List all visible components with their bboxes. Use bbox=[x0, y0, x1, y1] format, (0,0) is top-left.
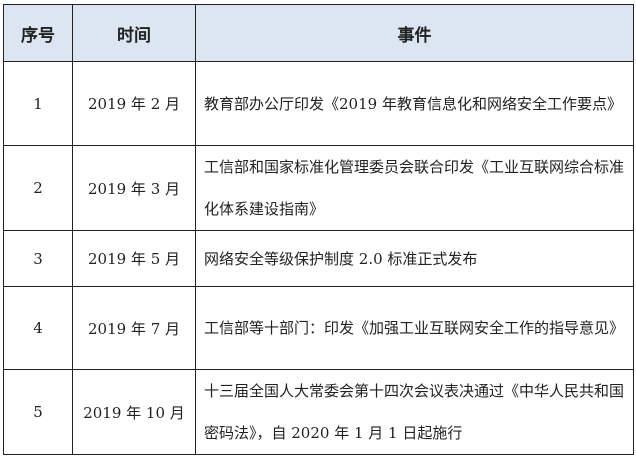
table-row: 4 2019 年 7 月工信部等十部门：印发《加强工业互联网安全工作的指导意见》 bbox=[3, 286, 634, 370]
events-table: 序号 时间 事件 1 2019 年 2 月教育部办公厅印发《2019 年教育信息化… bbox=[3, 4, 634, 455]
row-number: 5 bbox=[3, 369, 73, 455]
table-row: 1 2019 年 2 月教育部办公厅印发《2019 年教育信息化和网络安全工作要点… bbox=[3, 61, 634, 146]
row-event: 十三届全国人大常委会第十四次会议表决通过《中华人民共和国密码法》，自 2020 … bbox=[195, 369, 634, 455]
table-row: 3 2019 年 5 月网络安全等级保护制度 2.0 标准正式发布 bbox=[3, 230, 634, 287]
row-time: 2019 年 10 月 bbox=[72, 369, 196, 455]
table-row: 2 2019 年 3 月工信部和国家标准化管理委员会联合印发《工业互联网综合标准化… bbox=[3, 145, 634, 231]
row-time: 2019 年 7 月 bbox=[72, 286, 196, 370]
row-number: 2 bbox=[3, 145, 73, 231]
row-event: 教育部办公厅印发《2019 年教育信息化和网络安全工作要点》 bbox=[195, 61, 634, 146]
header-time: 时间 bbox=[72, 4, 196, 62]
row-time: 2019 年 3 月 bbox=[72, 145, 196, 231]
header-event: 事件 bbox=[195, 4, 634, 62]
row-event: 工信部等十部门：印发《加强工业互联网安全工作的指导意见》 bbox=[195, 286, 634, 370]
row-number: 1 bbox=[3, 61, 73, 146]
row-time: 2019 年 5 月 bbox=[72, 230, 196, 287]
row-event: 网络安全等级保护制度 2.0 标准正式发布 bbox=[195, 230, 634, 287]
header-row: 序号 时间 事件 bbox=[3, 4, 634, 62]
row-number: 4 bbox=[3, 286, 73, 370]
header-number: 序号 bbox=[3, 4, 73, 62]
row-time: 2019 年 2 月 bbox=[72, 61, 196, 146]
row-event: 工信部和国家标准化管理委员会联合印发《工业互联网综合标准化体系建设指南》 bbox=[195, 145, 634, 231]
table-row: 5 2019 年 10 月十三届全国人大常委会第十四次会议表决通过《中华人民共和国… bbox=[3, 369, 634, 455]
row-number: 3 bbox=[3, 230, 73, 287]
